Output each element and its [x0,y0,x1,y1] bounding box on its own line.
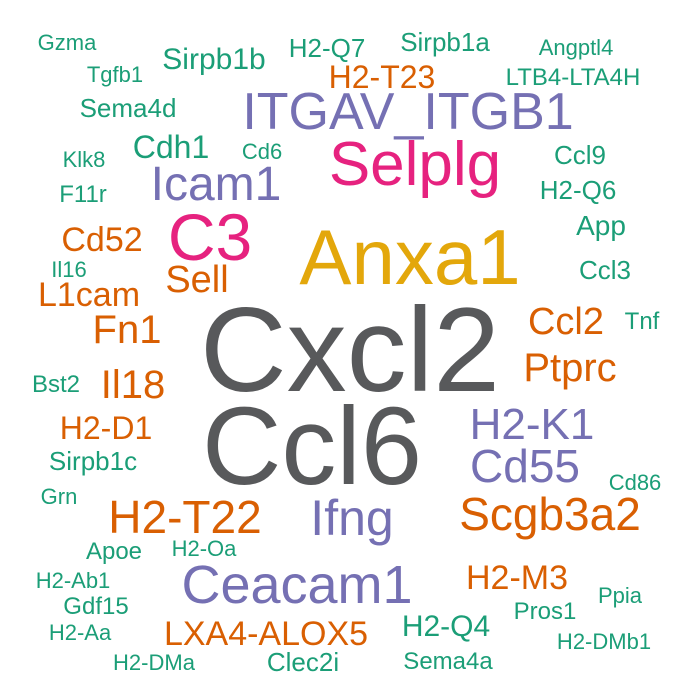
word-lxa4-alox5: LXA4-ALOX5 [163,615,369,653]
word-h2-q6: H2-Q6 [539,175,617,205]
word-pros1: Pros1 [513,598,577,625]
word-ccl3: Ccl3 [578,255,632,285]
word-tgfb1: Tgfb1 [86,62,144,87]
word-h2-q4: H2-Q4 [401,610,491,643]
word-scgb3a2: Scgb3a2 [459,488,641,540]
word-h2-m3: H2-M3 [465,559,569,597]
word-h2-dma: H2-DMa [113,650,195,675]
word-h2-aa: H2-Aa [48,620,112,645]
word-grn: Grn [40,484,78,509]
word-angptl4: Angptl4 [538,35,614,60]
word-h2-k1: H2-K1 [469,400,595,449]
word-cd55: Cd55 [470,440,580,492]
word-h2-t22: H2-T22 [108,491,262,543]
word-selplg: Selplg [328,130,502,199]
word-h2-d1: H2-D1 [59,410,153,446]
word-tnf: Tnf [624,308,660,335]
word-h2-q7: H2-Q7 [288,33,366,63]
word-ptprc: Ptprc [523,346,617,390]
word-c3: C3 [167,200,253,274]
word-h2-t23: H2-T23 [328,59,436,95]
word-ccl9: Ccl9 [553,140,607,170]
word-cd86: Cd86 [608,470,662,495]
word-cd52: Cd52 [61,221,143,259]
word-fn1: Fn1 [92,308,162,352]
word-icam1: Icam1 [150,158,282,211]
word-sell: Sell [165,259,229,301]
word-ccl2: Ccl2 [527,301,605,343]
word-anxa1: Anxa1 [299,213,521,301]
word-f11r: F11r [59,181,107,208]
word-h2-oa: H2-Oa [171,536,237,561]
word-h2-ab1: H2-Ab1 [35,568,111,593]
word-sirpb1c: Sirpb1c [48,446,138,476]
word-ceacam1: Ceacam1 [181,555,413,615]
word-apoe: Apoe [85,538,143,565]
word-sema4d: Sema4d [79,93,177,123]
word-clec2i: Clec2i [266,647,340,677]
word-sirpb1a: Sirpb1a [400,27,490,57]
word-cdh1: Cdh1 [132,129,210,165]
word-cd6: Cd6 [241,139,283,164]
word-ifng: Ifng [310,490,394,546]
word-cxcl2: Cxcl2 [199,283,501,417]
word-bst2: Bst2 [31,371,81,398]
word-l1cam: L1cam [37,276,141,314]
word-gzma: Gzma [37,30,97,55]
word-itgav-itgb1: ITGAV_ITGB1 [242,83,574,141]
word-h2-dmb1: H2-DMb1 [556,629,652,654]
word-il18: Il18 [100,363,166,407]
word-sirpb1b: Sirpb1b [162,43,266,76]
word-ppia: Ppia [597,583,643,608]
word-klk8: Klk8 [62,147,106,172]
word-il16: Il16 [51,257,87,282]
word-gdf15: Gdf15 [63,593,129,620]
word-ltb4-lta4h: LTB4-LTA4H [505,64,641,91]
word-app: App [576,210,626,241]
word-sema4a: Sema4a [403,648,493,675]
word-ccl6: Ccl6 [201,385,423,508]
